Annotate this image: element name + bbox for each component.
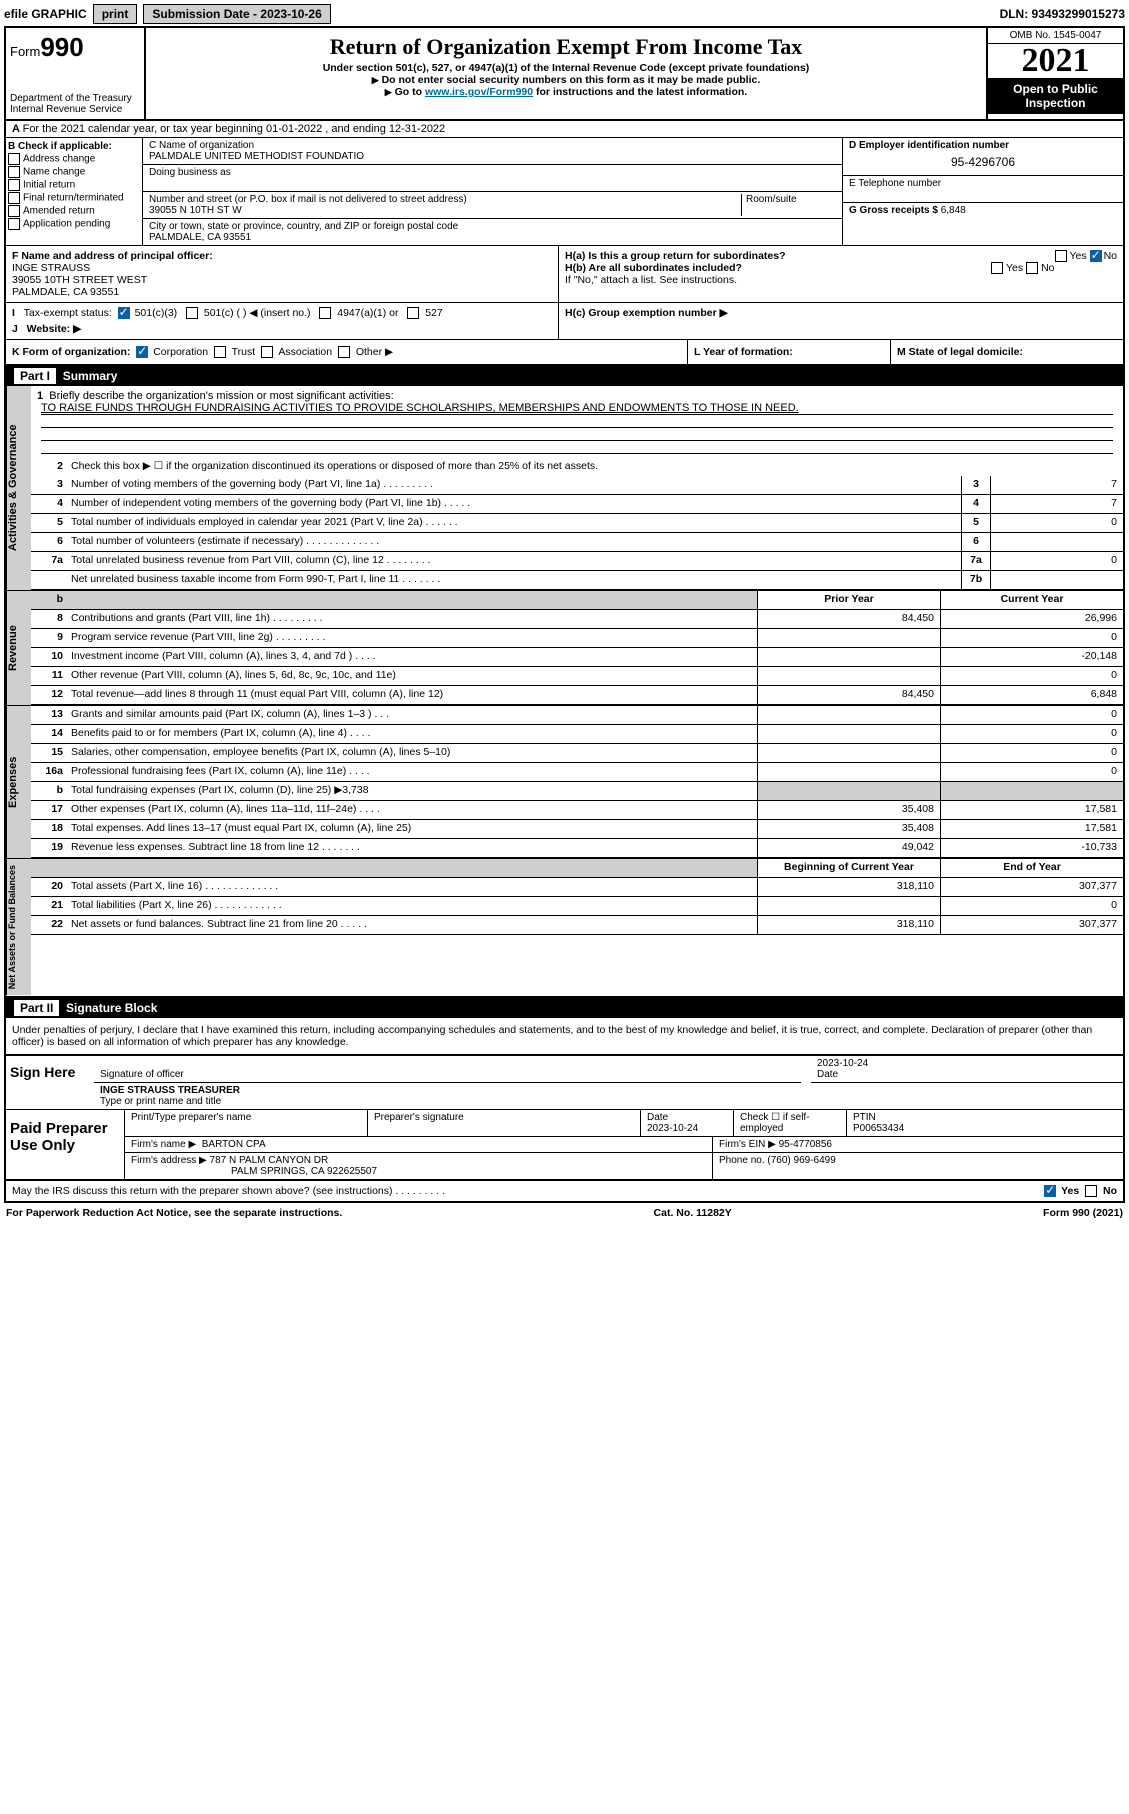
row-klm: K Form of organization: Corporation Trus… — [6, 340, 1123, 366]
row-fh: F Name and address of principal officer:… — [6, 246, 1123, 303]
subtitle-3: Go to www.irs.gov/Form990 for instructio… — [150, 86, 982, 98]
dln-label: DLN: 93493299015273 — [1000, 7, 1125, 21]
subtitle-2: Do not enter social security numbers on … — [150, 74, 982, 86]
city-state-zip: PALMDALE, CA 93551 — [149, 232, 251, 243]
part-i-header: Part I Summary — [6, 366, 1123, 386]
checkbox-checked-icon — [1044, 1185, 1056, 1197]
checkbox-checked-icon — [136, 346, 148, 358]
vtab-expenses: Expenses — [6, 706, 31, 858]
row-a: A For the 2021 calendar year, or tax yea… — [6, 121, 1123, 138]
vtab-netassets: Net Assets or Fund Balances — [6, 859, 31, 995]
row-ij: I Tax-exempt status: 501(c)(3) 501(c) ( … — [6, 303, 1123, 340]
may-discuss-row: May the IRS discuss this return with the… — [6, 1181, 1123, 1201]
expenses-section: Expenses 13Grants and similar amounts pa… — [6, 706, 1123, 859]
header: Form990 Department of the Treasury Inter… — [6, 28, 1123, 121]
open-public-badge: Open to Public Inspection — [988, 78, 1123, 114]
footer: For Paperwork Reduction Act Notice, see … — [4, 1203, 1125, 1223]
activities-governance: Activities & Governance 1 Briefly descri… — [6, 386, 1123, 591]
tax-year: 2021 — [988, 44, 1123, 78]
subtitle-1: Under section 501(c), 527, or 4947(a)(1)… — [150, 62, 982, 74]
org-name: PALMDALE UNITED METHODIST FOUNDATIO — [149, 151, 364, 162]
paid-preparer: Paid Preparer Use Only Print/Type prepar… — [6, 1110, 1123, 1181]
vtab-revenue: Revenue — [6, 591, 31, 705]
irs-link[interactable]: www.irs.gov/Form990 — [425, 86, 533, 98]
ein-value: 95-4296706 — [849, 151, 1117, 173]
form-title: Return of Organization Exempt From Incom… — [150, 34, 982, 60]
vtab-activities: Activities & Governance — [6, 386, 31, 590]
section-bcd: B Check if applicable: Address change Na… — [6, 138, 1123, 246]
dept-label: Department of the Treasury — [10, 93, 140, 104]
form-container: Form990 Department of the Treasury Inter… — [4, 26, 1125, 1203]
col-c: C Name of organizationPALMDALE UNITED ME… — [142, 138, 843, 245]
street-address: 39055 N 10TH ST W — [149, 205, 242, 216]
sign-here-row: Sign Here Signature of officer 2023-10-2… — [6, 1056, 1123, 1110]
revenue-section: Revenue bPrior YearCurrent Year 8Contrib… — [6, 591, 1123, 706]
col-b: B Check if applicable: Address change Na… — [6, 138, 142, 245]
form-number: Form990 — [10, 32, 140, 63]
col-deg: D Employer identification number95-42967… — [843, 138, 1123, 245]
checkbox-checked-icon — [1090, 250, 1102, 262]
efile-label: efile GRAPHIC — [4, 7, 87, 21]
submission-date-button[interactable]: Submission Date - 2023-10-26 — [143, 4, 330, 24]
net-assets-section: Net Assets or Fund Balances Beginning of… — [6, 859, 1123, 997]
print-button[interactable]: print — [93, 4, 138, 24]
top-bar: efile GRAPHIC print Submission Date - 20… — [4, 4, 1125, 24]
checkbox-checked-icon — [118, 307, 130, 319]
irs-label: Internal Revenue Service — [10, 104, 140, 115]
declaration: Under penalties of perjury, I declare th… — [6, 1018, 1123, 1056]
part-ii-header: Part II Signature Block — [6, 998, 1123, 1018]
mission-text: TO RAISE FUNDS THROUGH FUNDRAISING ACTIV… — [41, 402, 1113, 415]
gross-receipts: 6,848 — [941, 205, 966, 216]
